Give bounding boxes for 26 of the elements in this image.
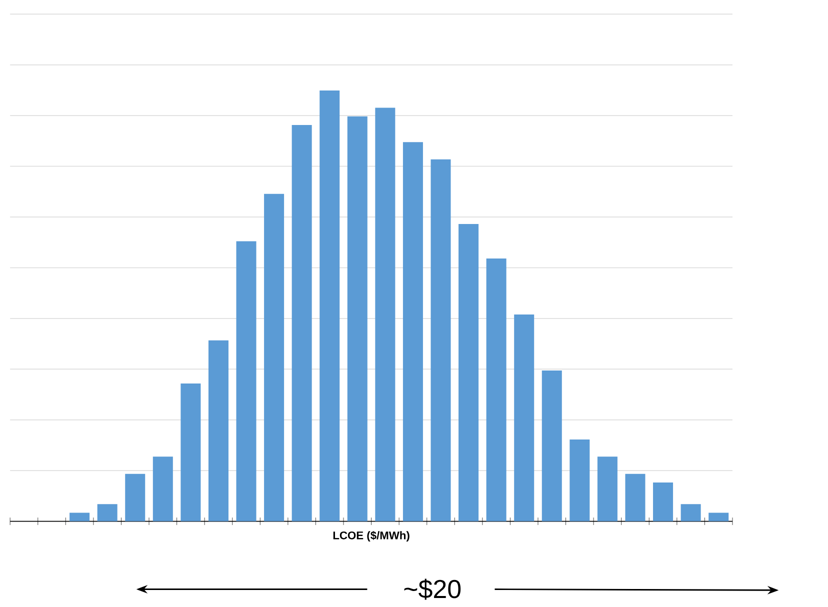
bar xyxy=(70,512,90,522)
x-axis-title: LCOE ($/MWh) xyxy=(333,530,410,542)
bar xyxy=(375,108,396,522)
bar xyxy=(152,456,173,522)
bar xyxy=(570,439,590,522)
bar xyxy=(97,504,118,522)
bar xyxy=(708,512,729,522)
bar xyxy=(486,258,506,522)
bar xyxy=(597,456,618,522)
bar xyxy=(542,370,562,522)
bar xyxy=(625,474,646,522)
bar xyxy=(236,241,256,522)
bar xyxy=(653,482,674,522)
bar xyxy=(320,90,340,522)
bar xyxy=(514,314,534,522)
bar xyxy=(292,124,312,522)
bar xyxy=(347,116,368,522)
bar xyxy=(208,340,228,522)
bar xyxy=(402,142,423,522)
bar xyxy=(125,474,146,522)
bar xyxy=(680,504,701,522)
text: ~$20 xyxy=(404,578,461,600)
bar xyxy=(180,383,201,522)
bar xyxy=(430,159,451,522)
bar xyxy=(458,224,479,522)
bar xyxy=(264,194,284,522)
